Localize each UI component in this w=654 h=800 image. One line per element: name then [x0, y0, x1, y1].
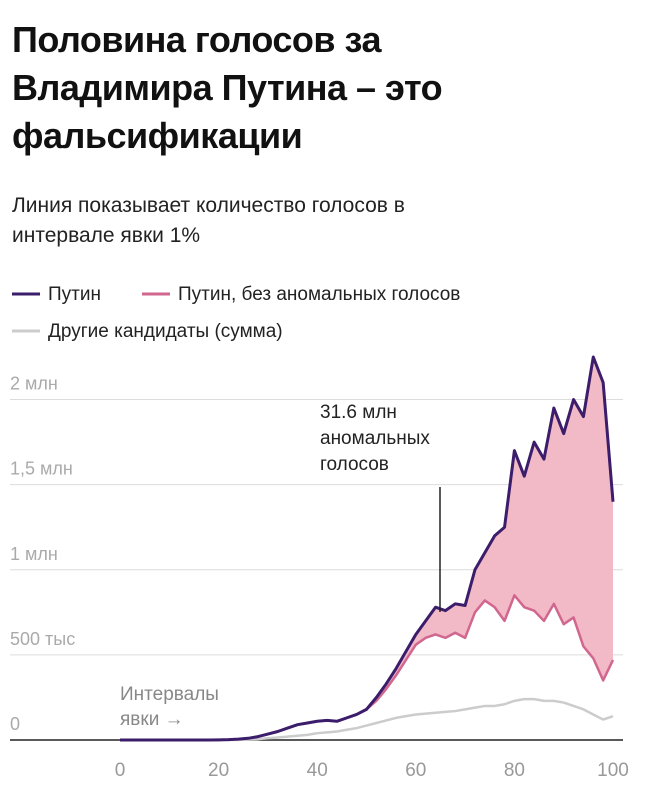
chart-title: Владимира Путина – это: [12, 67, 442, 108]
legend-label: Путин: [48, 284, 101, 305]
annotation: голосов: [320, 454, 389, 475]
chart-title: Половина голосов за: [12, 19, 382, 60]
x-note: Интервалы: [120, 684, 219, 705]
chart-subtitle: Линия показывает количество голосов в: [12, 194, 405, 217]
x-note: явки →: [120, 709, 184, 730]
x-tick-label: 80: [504, 760, 525, 781]
annotation: 31.6 млн: [320, 402, 397, 423]
y-tick-label: 1,5 млн: [10, 459, 73, 479]
x-tick-label: 20: [208, 760, 229, 781]
x-tick-label: 60: [405, 760, 426, 781]
series-line: [120, 697, 614, 742]
anomaly-area: [120, 357, 613, 740]
x-tick-label: 100: [597, 760, 629, 781]
x-tick-label: 40: [307, 760, 328, 781]
legend-label: Другие кандидаты (сумма): [48, 321, 283, 342]
series-line: [120, 355, 615, 742]
y-tick-label: 1 млн: [10, 544, 58, 564]
y-tick-label: 0: [10, 714, 20, 734]
x-tick-label: 0: [115, 760, 126, 781]
y-tick-label: 2 млн: [10, 374, 58, 394]
chart-title: фальсификации: [12, 115, 302, 156]
chart-subtitle: интервале явки 1%: [12, 224, 200, 247]
series-line: [120, 594, 615, 742]
annotation: аномальных: [320, 428, 430, 449]
y-tick-label: 500 тыс: [10, 629, 75, 649]
legend-label: Путин, без аномальных голосов: [178, 284, 460, 305]
